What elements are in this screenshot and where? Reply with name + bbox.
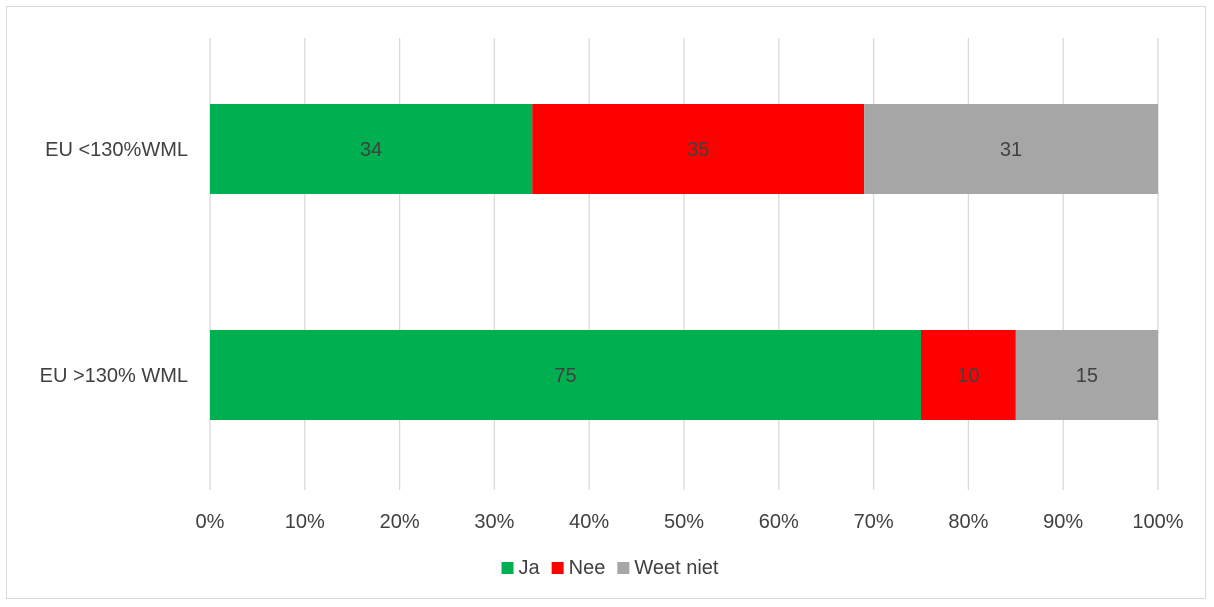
data-label: 75	[554, 365, 576, 387]
x-tick-label: 60%	[759, 511, 799, 533]
legend-swatch-weet-niet	[617, 562, 630, 574]
legend: Ja Nee Weet niet	[501, 557, 719, 579]
bar-segment-nee	[532, 104, 865, 194]
x-tick-label: 20%	[380, 511, 420, 533]
legend-swatch-ja	[501, 562, 514, 574]
x-tick-label: 30%	[474, 511, 514, 533]
x-tick-label: 70%	[854, 511, 894, 533]
x-tick-label: 40%	[569, 511, 609, 533]
x-tick-label: 100%	[1132, 511, 1183, 533]
x-tick-label: 0%	[196, 511, 225, 533]
data-label: 31	[1000, 139, 1022, 161]
category-labels: EU <130%WML EU >130% WML	[40, 139, 188, 387]
data-label: 15	[1076, 365, 1098, 387]
x-tick-label: 80%	[948, 511, 988, 533]
legend-label: Weet niet	[634, 557, 719, 579]
x-tick-label: 10%	[285, 511, 325, 533]
x-tick-labels: 0% 10% 20% 30% 40% 50% 60% 70% 80% 90% 100%	[196, 511, 1184, 533]
bar-segment-nee	[921, 330, 1016, 420]
category-label: EU <130%WML	[45, 139, 188, 161]
x-tick-label: 90%	[1043, 511, 1083, 533]
bars: 34 35 31 75 10 15	[210, 104, 1158, 420]
category-label: EU >130% WML	[40, 365, 188, 387]
x-tick-label: 50%	[664, 511, 704, 533]
bar-segment-ja	[210, 104, 533, 194]
bar-segment-ja	[210, 330, 921, 420]
data-label: 10	[957, 365, 979, 387]
legend-swatch-nee	[551, 562, 564, 574]
data-label: 34	[360, 139, 382, 161]
bar-segment-weet-niet	[864, 104, 1158, 194]
legend-label: Ja	[519, 557, 541, 579]
data-label: 35	[687, 139, 709, 161]
legend-label: Nee	[569, 557, 606, 579]
bar-segment-weet-niet	[1015, 330, 1158, 420]
